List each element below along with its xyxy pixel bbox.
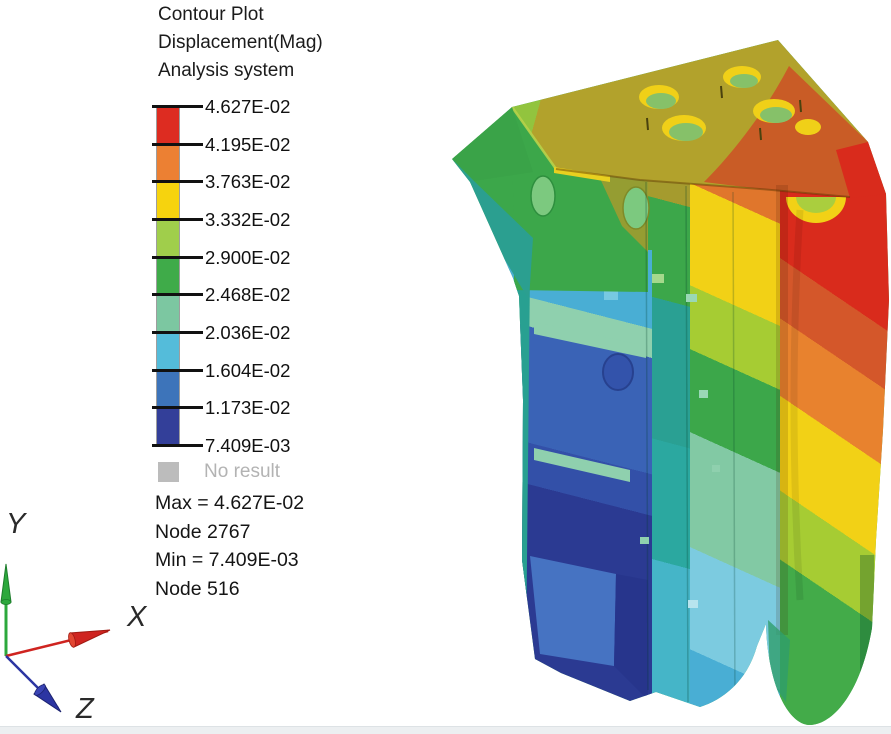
legend-level-label: 3.332E-02 [205,209,291,230]
max-node-line: Node 2767 [155,520,251,543]
cavity-rib-shelf [534,448,630,482]
x-axis-cone-base [68,632,76,648]
cylinder-left-shade [776,185,788,635]
cavity-bore [602,353,634,391]
bolt-tab [699,390,708,398]
x-axis-arrowhead [69,629,111,648]
front-oval-bore [530,175,556,217]
legend-title-line2: Displacement(Mag) [158,32,323,53]
colorbar-tick [152,180,203,183]
colorbar-segment [157,106,179,144]
colorbar-tick [152,105,203,108]
deck-red-corner [836,142,886,198]
front-oval-bore [622,186,650,230]
window-bottom-edge [0,726,891,734]
cavity-rib-shelf [534,322,646,358]
contour-legend-title: Contour Plot Displacement(Mag) Analysis … [158,1,398,85]
cavity-lower-shadow [614,574,648,700]
column-seam [685,185,689,703]
front-left-face [512,107,648,292]
flange-top [452,107,533,181]
min-value-line: Min = 7.409E-03 [155,549,299,572]
max-value-line: Max = 4.627E-02 [155,492,305,514]
model-right-cylinder [774,130,889,725]
colorbar-segment [157,369,179,408]
legend-level-label: 2.900E-02 [205,247,291,268]
y-axis-cone-base [0,599,12,605]
legend-level-label: 2.468E-02 [205,284,291,305]
legend-level-label: 7.409E-03 [205,435,291,456]
cylinder-right-shade [860,555,874,685]
legend-title-line3: Analysis system [158,60,295,81]
colorbar-segment [157,181,179,220]
coordinate-triad [0,563,111,713]
colorbar-segment [157,332,179,370]
colorbar-segment [157,219,179,257]
colorbar-tick [152,143,203,146]
no-result-label: No result [204,461,281,482]
bolt-tab [652,274,664,283]
deck-front-edge [555,168,851,198]
colorbar-tick [152,293,203,296]
deck-orange-zone [704,66,868,197]
z-axis-label: Z [76,693,94,725]
cylinder-curvature-shade [790,209,804,601]
column-seam [645,181,649,691]
colorbar-tick [152,406,203,409]
colorbar-segment [157,407,179,446]
legend-level-label: 1.604E-02 [205,360,291,381]
colorbar-tick [152,369,203,372]
deck-holes [639,66,821,141]
legend-title-line1: Contour Plot [158,4,264,25]
cavity-tab [604,290,618,300]
colorbar-segment [157,143,179,182]
contour-colorbar [156,105,180,446]
column-seam [732,191,736,707]
cavity-lower-block [530,556,616,666]
bolt-tab [712,465,720,472]
model-middle-columns [684,150,780,725]
legend-level-label: 4.195E-02 [205,134,291,155]
min-node-line: Node 516 [155,578,240,601]
front-notch-inner [796,197,836,213]
colorbar-tick [152,256,203,259]
x-axis-label: X [127,601,147,633]
legend-level-label: 4.627E-02 [205,96,291,117]
bolt-tab [640,537,649,544]
legend-level-label: 3.763E-02 [205,171,291,192]
colorbar-segment [157,294,179,333]
legend-level-label: 1.173E-02 [205,397,291,418]
deck-ridge-highlight [510,106,558,170]
y-axis-arrowhead [0,563,12,603]
z-axis-cone-base [34,684,46,696]
deck-front-yellow-sliver [554,167,610,182]
legend-level-label: 2.036E-02 [205,322,291,343]
colorbar-tick [152,218,203,221]
colorbar-tick [152,331,203,334]
bolt-tab [688,600,698,608]
colorbar-segment [157,256,179,295]
colorbar-tick [152,444,203,447]
y-axis-label: Y [6,508,26,540]
result-stats: Max = 4.627E-02 Node 2767 Min = 7.409E-0… [155,489,304,604]
no-result-swatch [158,462,179,482]
contour-model [452,40,889,725]
bolt-tab [686,294,697,302]
